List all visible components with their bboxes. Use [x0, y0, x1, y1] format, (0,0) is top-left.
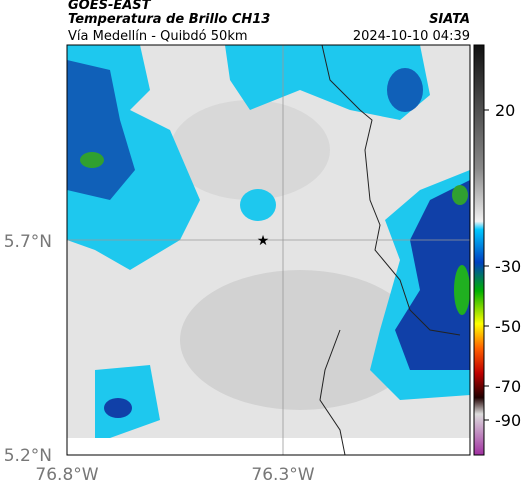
colorbar-label: -50 [495, 317, 521, 336]
cold-cloud [387, 68, 423, 112]
location: Vía Medellín - Quibdó 50km [68, 29, 248, 44]
lon-label: 76.8°W [35, 465, 98, 485]
colorbar-label: -90 [495, 411, 521, 430]
blank-strip [67, 438, 470, 455]
location-marker: ★ [257, 233, 270, 249]
cold-core [80, 152, 104, 168]
lat-label: 5.7°N [4, 232, 52, 252]
cold-cloud [240, 189, 276, 221]
cold-cloud [225, 45, 430, 120]
cold-core [452, 185, 468, 205]
title: GOES-EAST [68, 0, 152, 13]
colorbar-ticks: 20 -30 -50 -70 -90 [484, 101, 521, 430]
lon-label: 76.3°W [251, 465, 314, 485]
satellite-image: ★ [67, 45, 470, 455]
plot-frame [66, 44, 471, 456]
colorbar [473, 44, 485, 456]
cold-cloud [395, 180, 470, 370]
cold-cloud [104, 398, 132, 418]
cloud [170, 100, 330, 200]
datetime: 2024-10-10 04:39 [353, 29, 470, 44]
source: SIATA [429, 12, 470, 27]
lat-label: 5.2°N [4, 446, 52, 466]
subtitle: Temperatura de Brillo CH13 [68, 12, 270, 27]
border-line [319, 45, 461, 455]
colorbar-label: 20 [495, 101, 515, 120]
colorbar-label: -30 [495, 257, 521, 276]
colorbar-label: -70 [495, 377, 521, 396]
cold-core [454, 265, 470, 315]
cloud [180, 270, 420, 410]
